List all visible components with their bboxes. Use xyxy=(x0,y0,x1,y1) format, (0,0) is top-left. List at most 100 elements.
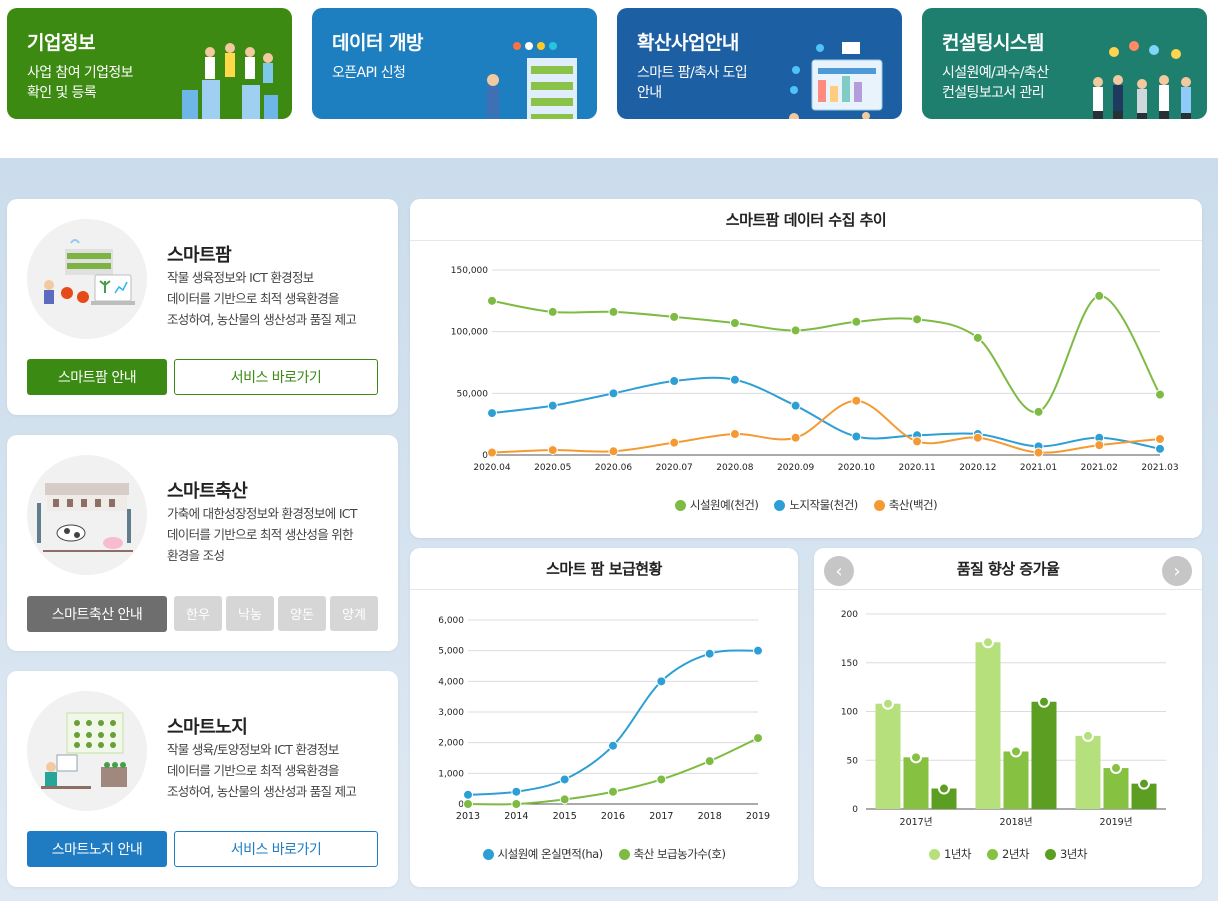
legend-item[interactable]: 시설원예 온실면적(ha) xyxy=(482,846,603,862)
bar xyxy=(1031,701,1057,809)
x-tick-label: 2013 xyxy=(456,811,480,822)
chip-hanwoo[interactable]: 한우 xyxy=(174,596,222,631)
data-point xyxy=(972,432,983,443)
card-desc: 가축에 대한성장정보와 환경정보에 ICT 데이터를 기반으로 최적 생산성을 … xyxy=(167,506,357,563)
smart-field-guide-button[interactable]: 스마트노지 안내 xyxy=(27,831,167,867)
data-point xyxy=(608,306,619,317)
x-tick-label: 2018 xyxy=(698,811,722,822)
card-title: 스마트팜 xyxy=(167,245,232,266)
bar-marker xyxy=(982,636,994,649)
y-tick-label: 0 xyxy=(458,800,464,810)
data-point xyxy=(704,756,715,767)
data-point xyxy=(608,388,619,399)
legend-item[interactable]: 2년차 xyxy=(987,846,1029,862)
legend-item[interactable]: 3년차 xyxy=(1044,846,1087,862)
card-desc: 작물 생육정보와 ICT 환경정보 데이터를 기반으로 최적 생육환경을 조성하… xyxy=(167,270,357,327)
tile-title: 기업정보 xyxy=(27,32,95,54)
tile-title: 데이터 개방 xyxy=(332,32,424,54)
chip-poultry[interactable]: 양계 xyxy=(330,596,378,631)
data-point xyxy=(547,445,558,456)
x-tick-label: 2021.03 xyxy=(1141,463,1178,473)
tile-desc: 스마트 팜/축사 도입 안내 xyxy=(637,65,748,101)
data-collection-chart-card: 스마트팜 데이터 수집 추이 0 50,000 100,000 150,000 2020… xyxy=(410,199,1202,538)
data-point xyxy=(487,295,497,306)
legend-item[interactable]: 축산(백건) xyxy=(873,497,938,513)
x-tick-label: 2014 xyxy=(504,811,528,822)
smart-field-card: 스마트노지 작물 생육/토양정보와 ICT 환경정보 데이터를 기반으로 최적 … xyxy=(7,671,398,887)
prev-chart-button[interactable]: ‹ xyxy=(824,556,854,586)
chart-legend: 1년차 2년차 3년차 xyxy=(814,846,1202,862)
bar xyxy=(931,788,957,809)
data-point xyxy=(851,316,862,327)
x-tick-label: 2020.06 xyxy=(595,463,632,473)
next-chart-button[interactable]: › xyxy=(1162,556,1192,586)
y-tick-label: 5,000 xyxy=(438,647,464,657)
y-tick-label: 150,000 xyxy=(451,266,488,276)
data-point xyxy=(559,794,570,805)
tile-company-info[interactable]: 기업정보 사업 참여 기업정보 확인 및 등록 xyxy=(7,8,292,119)
x-tick-label: 2021.01 xyxy=(1020,463,1057,473)
data-point xyxy=(729,374,740,385)
legend-item[interactable]: 1년차 xyxy=(929,846,971,862)
chart-title: 스마트팜 데이터 수집 추이 xyxy=(410,199,1202,241)
x-tick-label: 2019 xyxy=(746,811,770,822)
data-point xyxy=(559,774,570,785)
bar-marker xyxy=(1138,777,1150,790)
supply-status-chart: 0 1,000 2,000 3,000 4,000 5,000 6,000 2013 2014 2… xyxy=(438,616,770,822)
field-icon xyxy=(27,691,147,811)
tile-open-data[interactable]: 데이터 개방 오픈API 신청 xyxy=(312,8,597,119)
chip-pig[interactable]: 양돈 xyxy=(278,596,326,631)
data-point xyxy=(511,799,522,809)
smart-farm-service-button[interactable]: 서비스 바로가기 xyxy=(174,359,378,395)
consulting-team-icon xyxy=(1093,41,1191,119)
data-point xyxy=(1155,443,1165,454)
legend-item[interactable]: 축산 보급농가수(호) xyxy=(618,846,726,862)
data-point xyxy=(669,311,680,322)
tile-expansion-guide[interactable]: 확산사업안내 스마트 팜/축사 도입 안내 xyxy=(617,8,902,119)
data-collection-chart: 0 50,000 100,000 150,000 2020.04 2020.05 2020.… xyxy=(451,266,1179,473)
chip-dairy[interactable]: 낙농 xyxy=(226,596,274,631)
data-point xyxy=(511,786,522,797)
chart-title: 스마트 팜 보급현황 xyxy=(410,548,798,590)
tile-consulting[interactable]: 컨설팅시스템 시설원예/과수/축산 컨설팅보고서 관리 xyxy=(922,8,1207,119)
legend-item[interactable]: 노지작물(천건) xyxy=(774,497,858,513)
data-point xyxy=(669,376,680,386)
smart-field-service-button[interactable]: 서비스 바로가기 xyxy=(174,831,378,867)
data-point xyxy=(487,408,497,419)
tile-title: 확산사업안내 xyxy=(637,32,739,54)
data-point xyxy=(1155,389,1165,400)
y-tick-label: 6,000 xyxy=(438,616,464,626)
data-point xyxy=(912,314,923,325)
y-tick-label: 3,000 xyxy=(438,708,464,718)
bar-marker xyxy=(910,751,922,764)
bar-marker xyxy=(1010,745,1022,758)
y-tick-label: 100 xyxy=(841,708,858,718)
data-point xyxy=(1155,433,1165,444)
x-tick-label: 2017 xyxy=(649,811,673,822)
data-point xyxy=(704,648,715,659)
x-tick-label: 2020.08 xyxy=(716,463,753,473)
legend-item[interactable]: 시설원예(천건) xyxy=(674,497,759,513)
smart-farm-guide-button[interactable]: 스마트팜 안내 xyxy=(27,359,167,395)
data-point xyxy=(790,325,801,336)
data-point xyxy=(851,431,862,442)
x-tick-label: 2021.02 xyxy=(1081,463,1118,473)
tile-title: 컨설팅시스템 xyxy=(942,32,1044,54)
x-tick-label: 2020.12 xyxy=(959,463,996,473)
bar-marker xyxy=(1038,695,1050,708)
x-tick-label: 2016 xyxy=(601,811,625,822)
people-celebrating-icon xyxy=(182,43,278,119)
x-tick-label: 2020.04 xyxy=(473,463,510,473)
bar xyxy=(1003,751,1029,809)
data-point xyxy=(608,786,618,797)
dashboard-worker-icon xyxy=(789,42,883,119)
y-tick-label: 100,000 xyxy=(451,328,488,338)
tile-desc: 사업 참여 기업정보 확인 및 등록 xyxy=(27,65,134,101)
tile-desc: 시설원예/과수/축산 컨설팅보고서 관리 xyxy=(942,65,1049,101)
data-point xyxy=(1094,440,1105,451)
x-tick-label: 2020.07 xyxy=(656,463,693,473)
data-point xyxy=(1094,290,1105,301)
smart-livestock-guide-button[interactable]: 스마트축산 안내 xyxy=(27,596,167,632)
bar xyxy=(1075,735,1101,809)
card-title: 스마트노지 xyxy=(167,717,248,738)
